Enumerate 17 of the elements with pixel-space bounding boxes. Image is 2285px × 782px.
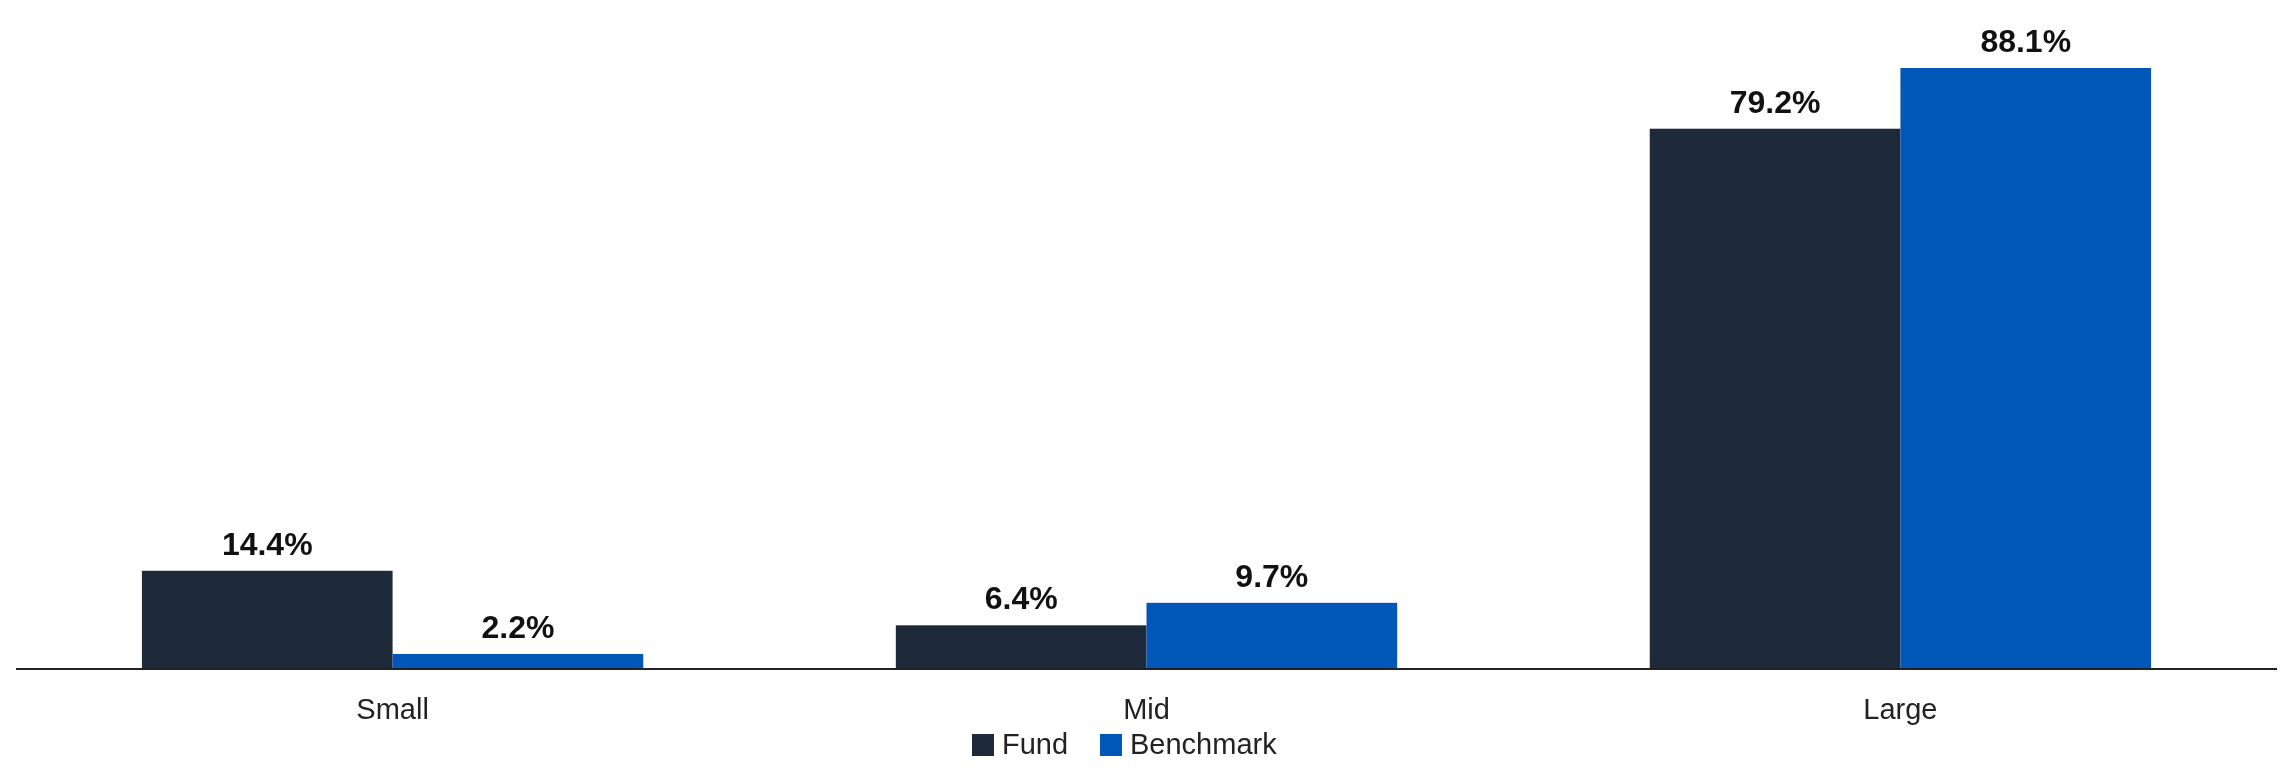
legend-label: Fund [1002,728,1069,760]
legend-label: Benchmark [1130,728,1278,760]
data-label: 88.1% [1980,23,2072,59]
bar [895,625,1147,669]
bar [1649,128,1901,669]
data-label: 79.2% [1729,83,1821,120]
x-tick-label: Mid [1123,693,1170,725]
bar [1146,602,1398,669]
x-tick-label: Small [356,693,429,725]
data-label: 6.4% [984,580,1058,617]
data-label: 9.7% [1235,557,1309,594]
bar [1900,68,2152,669]
data-label: 2.2% [481,608,555,645]
bar [141,570,393,669]
x-tick-label: Large [1863,693,1938,725]
data-label: 14.4% [221,525,313,562]
bar [392,653,644,669]
